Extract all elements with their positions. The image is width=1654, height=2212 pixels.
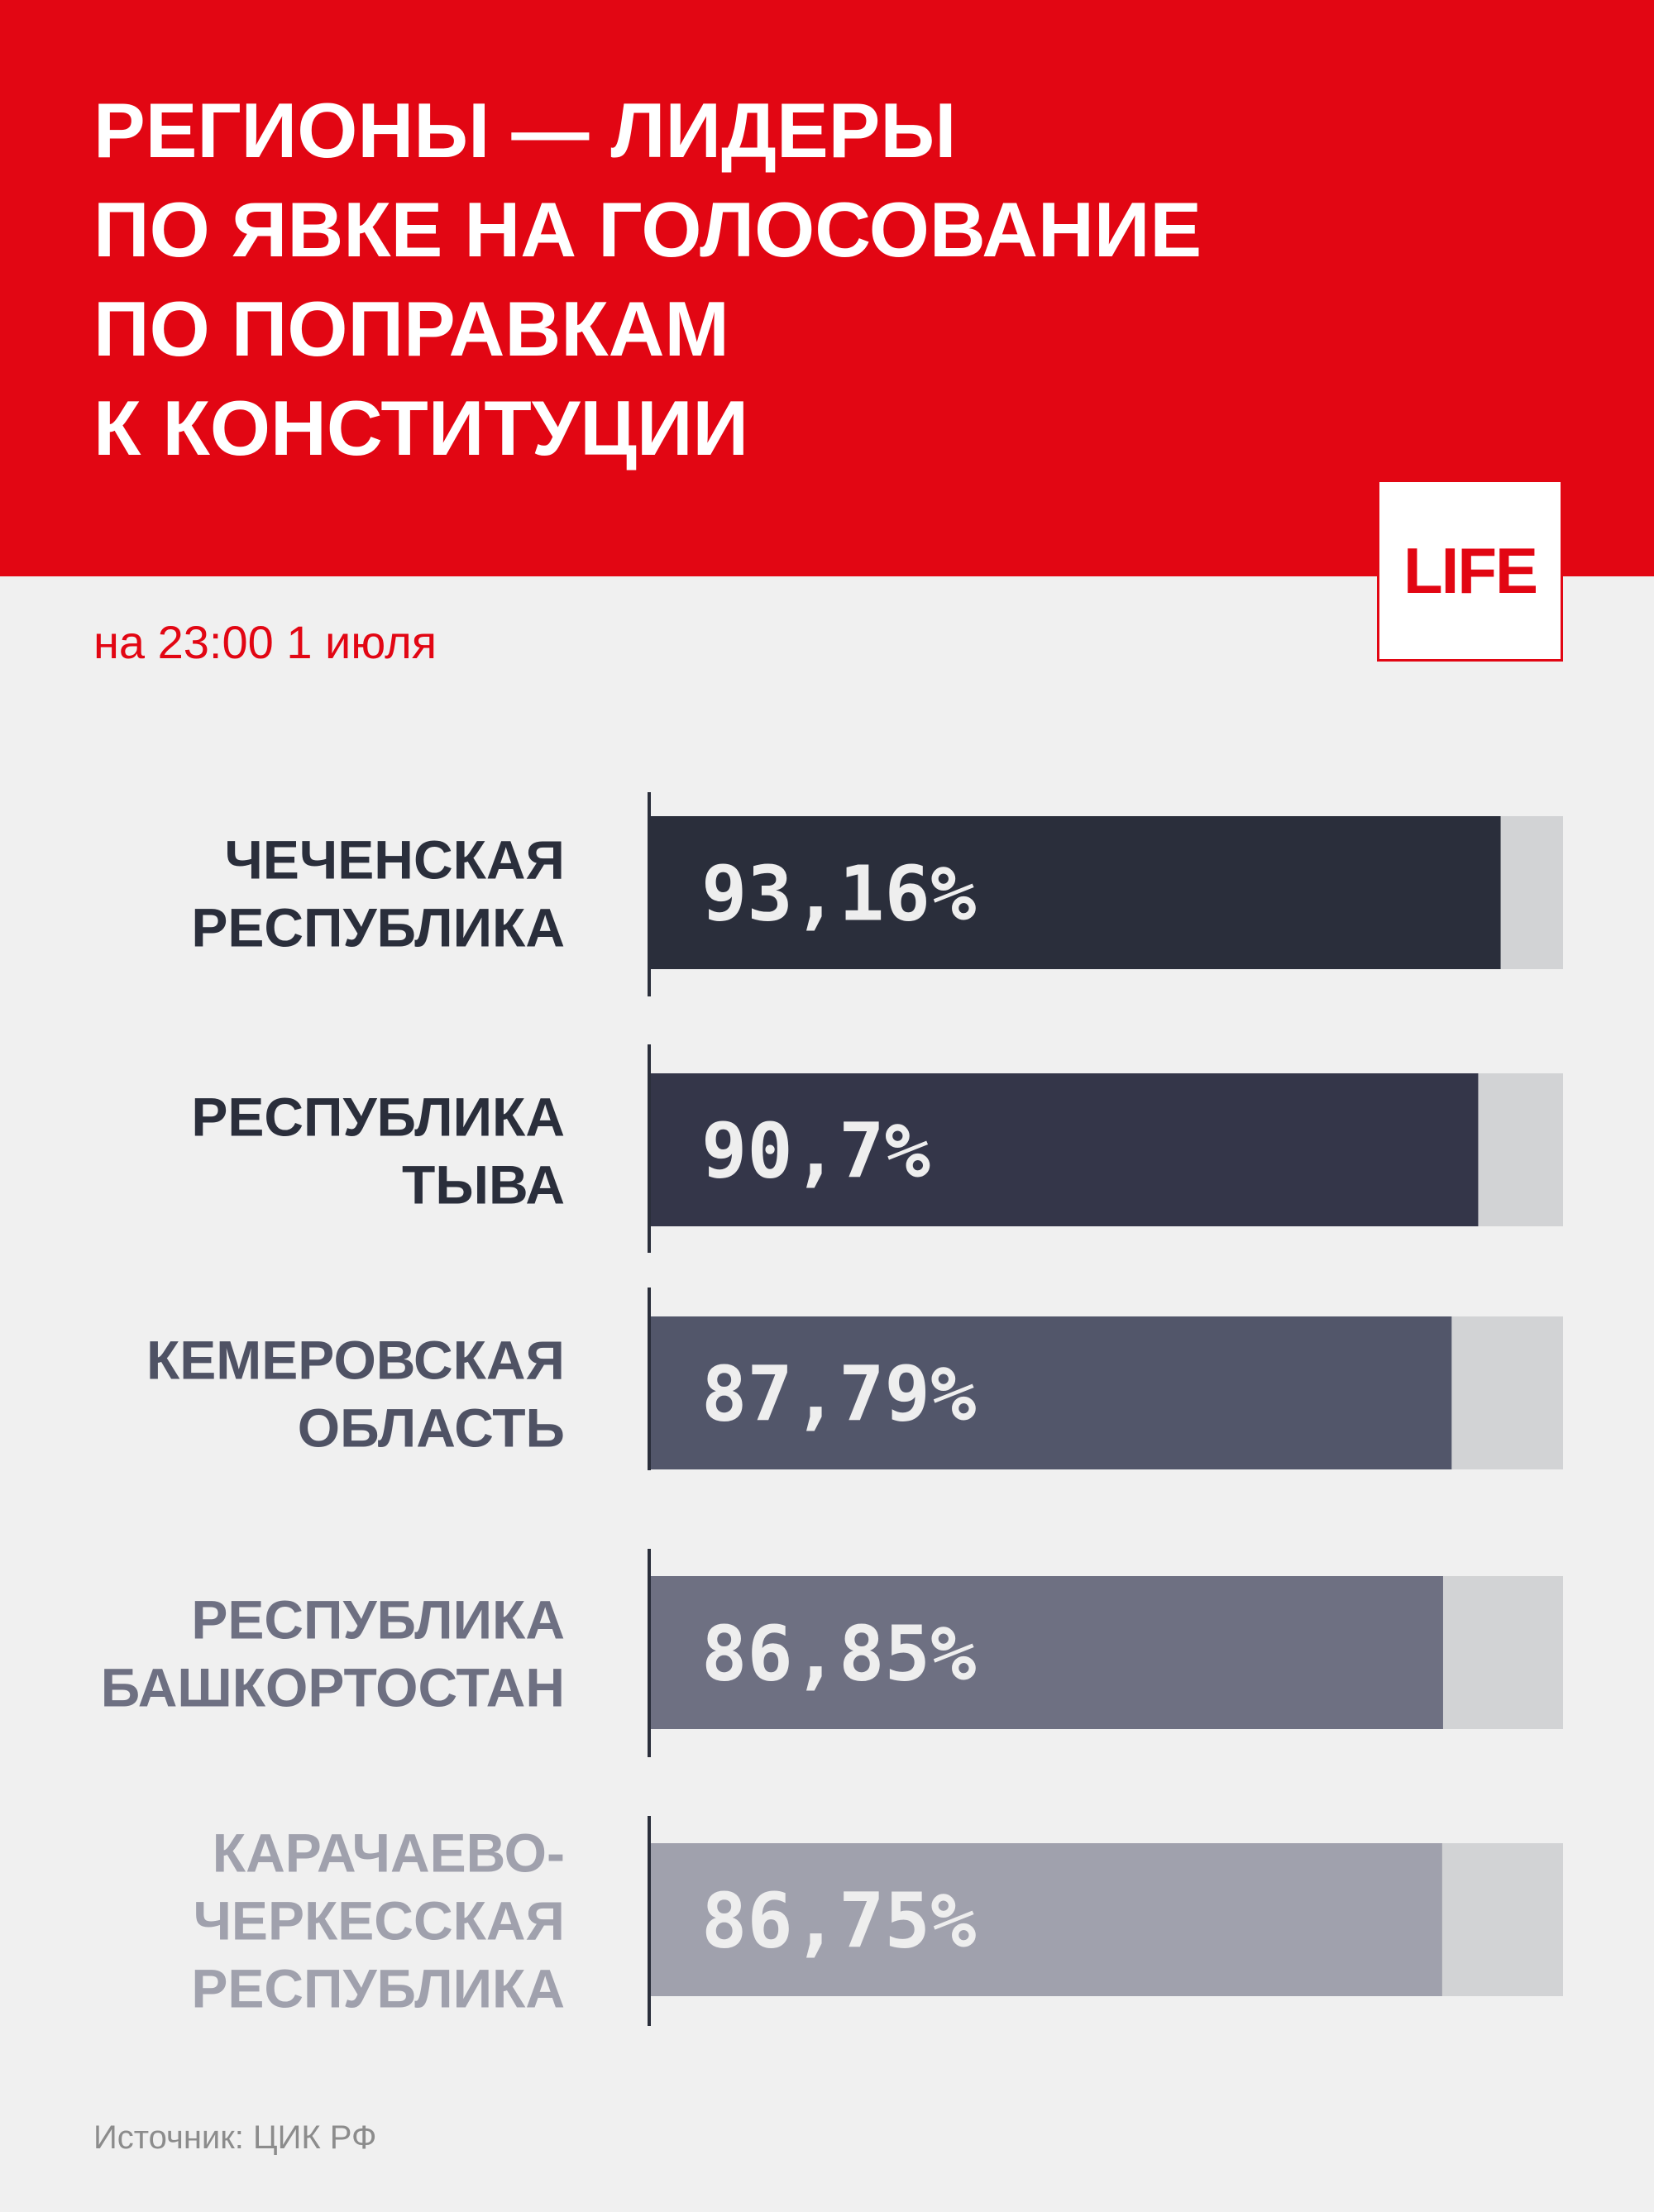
timestamp-subtitle: на 23:00 1 июля	[93, 616, 437, 668]
category-label: ТЫВА	[402, 1154, 565, 1216]
category-label: РЕСПУБЛИКА	[191, 1087, 565, 1148]
category-label: КЕМЕРОВСКАЯ	[146, 1330, 565, 1391]
data-label: 93,16%	[701, 850, 976, 939]
bar	[651, 1073, 1479, 1226]
turnout-bar-chart: 93,16%ЧЕЧЕНСКАЯРЕСПУБЛИКА90,7%РЕСПУБЛИКА…	[101, 792, 1563, 2026]
logo-text: LIFE	[1403, 533, 1538, 607]
bar	[651, 816, 1501, 969]
category-label: РЕСПУБЛИКА	[191, 1958, 565, 2019]
bar	[651, 1316, 1452, 1469]
bar	[651, 1843, 1442, 1996]
category-label: РЕСПУБЛИКА	[191, 897, 565, 958]
header-banner: РЕГИОНЫ — ЛИДЕРЫ ПО ЯВКЕ НА ГОЛОСОВАНИЕ …	[0, 0, 1654, 576]
source-note: Источник: ЦИК РФ	[93, 2119, 377, 2156]
category-label: ОБЛАСТЬ	[298, 1397, 565, 1459]
data-label: 86,75%	[701, 1877, 976, 1966]
category-label: КАРАЧАЕВО-	[213, 1823, 565, 1884]
data-label: 87,79%	[701, 1350, 976, 1439]
life-logo: LIFE	[1377, 480, 1563, 662]
category-label: ЧЕРКЕССКАЯ	[194, 1890, 565, 1952]
chart-title: РЕГИОНЫ — ЛИДЕРЫ ПО ЯВКЕ НА ГОЛОСОВАНИЕ …	[93, 87, 1202, 471]
bar	[651, 1576, 1443, 1729]
category-label: РЕСПУБЛИКА	[191, 1589, 565, 1651]
category-label: БАШКОРТОСТАН	[101, 1657, 565, 1718]
category-label: ЧЕЧЕНСКАЯ	[224, 829, 565, 891]
data-label: 90,7%	[701, 1107, 930, 1196]
data-label: 86,85%	[701, 1610, 976, 1698]
